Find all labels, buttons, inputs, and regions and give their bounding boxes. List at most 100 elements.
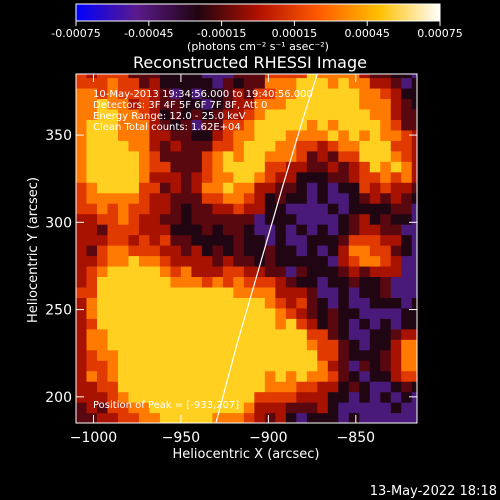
heatmap-cell (128, 391, 140, 403)
heatmap-cell (191, 192, 203, 204)
heatmap-cell (86, 276, 98, 288)
heatmap-cell (201, 182, 213, 194)
heatmap-cell (170, 74, 182, 79)
heatmap-cell (117, 370, 130, 382)
heatmap-cell (296, 339, 308, 351)
heatmap-cell (159, 360, 172, 372)
heatmap-cell (233, 129, 245, 141)
heatmap-cell (149, 108, 161, 120)
heatmap-cell (264, 182, 276, 194)
heatmap-cell (128, 74, 140, 79)
heatmap-cell (159, 182, 172, 194)
heatmap-cell (222, 255, 234, 267)
heatmap-cell (180, 150, 193, 162)
heatmap-cell (296, 150, 308, 162)
heatmap-cell (149, 360, 161, 372)
heatmap-cell (369, 286, 381, 298)
y-tick-label: 300 (45, 215, 72, 231)
heatmap-cell (317, 171, 329, 183)
heatmap-cell (76, 140, 88, 152)
heatmap-cell (222, 265, 234, 278)
heatmap-cell (76, 203, 88, 215)
heatmap-cell (369, 150, 381, 162)
heatmap-cell (306, 360, 318, 372)
heatmap-cell (180, 129, 193, 141)
heatmap-cell (380, 74, 392, 79)
heatmap-cell (359, 297, 371, 309)
heatmap-cell (338, 339, 350, 351)
heatmap-cell (285, 161, 297, 173)
heatmap-cell (327, 381, 339, 393)
heatmap-cell (285, 265, 297, 278)
heatmap-cell (96, 203, 109, 215)
heatmap-cell (159, 402, 172, 414)
heatmap-cell (317, 150, 329, 162)
heatmap-cell (296, 171, 308, 183)
heatmap-cell (212, 349, 224, 361)
heatmap-cell (191, 87, 203, 100)
heatmap-cell (243, 328, 255, 340)
heatmap-cell (138, 349, 151, 361)
heatmap-cell (401, 255, 413, 267)
heatmap-cell (317, 318, 329, 330)
heatmap-cell (76, 381, 88, 393)
heatmap-cell (369, 108, 381, 120)
heatmap-cell (348, 119, 360, 131)
heatmap-cell (348, 171, 360, 183)
heatmap-cell (86, 297, 98, 309)
heatmap-cell (296, 119, 308, 131)
heatmap-cell (117, 286, 130, 298)
heatmap-cell (180, 161, 193, 173)
heatmap-cell (86, 224, 98, 236)
heatmap-cell (243, 339, 255, 351)
heatmap-cell (306, 129, 318, 141)
heatmap-cell (128, 77, 140, 89)
heatmap-cell (296, 360, 308, 372)
x-tick-label: −850 (337, 430, 375, 446)
heatmap-cell (107, 276, 119, 288)
heatmap-cell (327, 391, 339, 403)
heatmap-cell (86, 213, 98, 225)
heatmap-cell (138, 182, 151, 194)
heatmap-cell (348, 74, 360, 79)
heatmap-cell (243, 234, 255, 246)
heatmap-cell (338, 203, 350, 215)
heatmap-cell (191, 119, 203, 131)
heatmap-cell (254, 381, 266, 393)
colorbar-tick-label: 0.00045 (344, 27, 390, 40)
heatmap-cell (107, 140, 119, 152)
heatmap-cell (138, 203, 151, 215)
heatmap-cell (180, 297, 193, 309)
heatmap-cell (159, 192, 172, 204)
heatmap-cell (296, 129, 308, 141)
heatmap-cell (138, 245, 151, 257)
heatmap-cell (338, 349, 350, 361)
heatmap-cell (96, 182, 109, 194)
heatmap-cell (222, 224, 234, 236)
heatmap-cell (212, 182, 224, 194)
heatmap-cell (390, 255, 402, 267)
heatmap-cell (401, 234, 413, 246)
heatmap-cell (359, 77, 371, 89)
heatmap-cell (107, 391, 119, 403)
heatmap-cell (233, 307, 245, 319)
heatmap-cell (401, 381, 413, 393)
heatmap-cell (96, 339, 109, 351)
heatmap-cell (170, 276, 182, 288)
heatmap-cell (96, 98, 109, 110)
heatmap-cell (359, 150, 371, 162)
y-tick-label: 200 (45, 390, 72, 406)
heatmap-cell (201, 286, 213, 298)
heatmap-cell (359, 108, 371, 120)
heatmap-cell (369, 339, 381, 351)
heatmap-cell (306, 213, 318, 225)
heatmap-cell (296, 203, 308, 215)
heatmap-cell (180, 203, 193, 215)
heatmap-cell (390, 224, 402, 236)
heatmap-cell (306, 318, 318, 330)
heatmap-cell (348, 402, 360, 414)
heatmap-cell (254, 255, 266, 267)
heatmap-cell (159, 276, 172, 288)
heatmap-cell (338, 74, 350, 79)
heatmap-cell (96, 74, 109, 79)
